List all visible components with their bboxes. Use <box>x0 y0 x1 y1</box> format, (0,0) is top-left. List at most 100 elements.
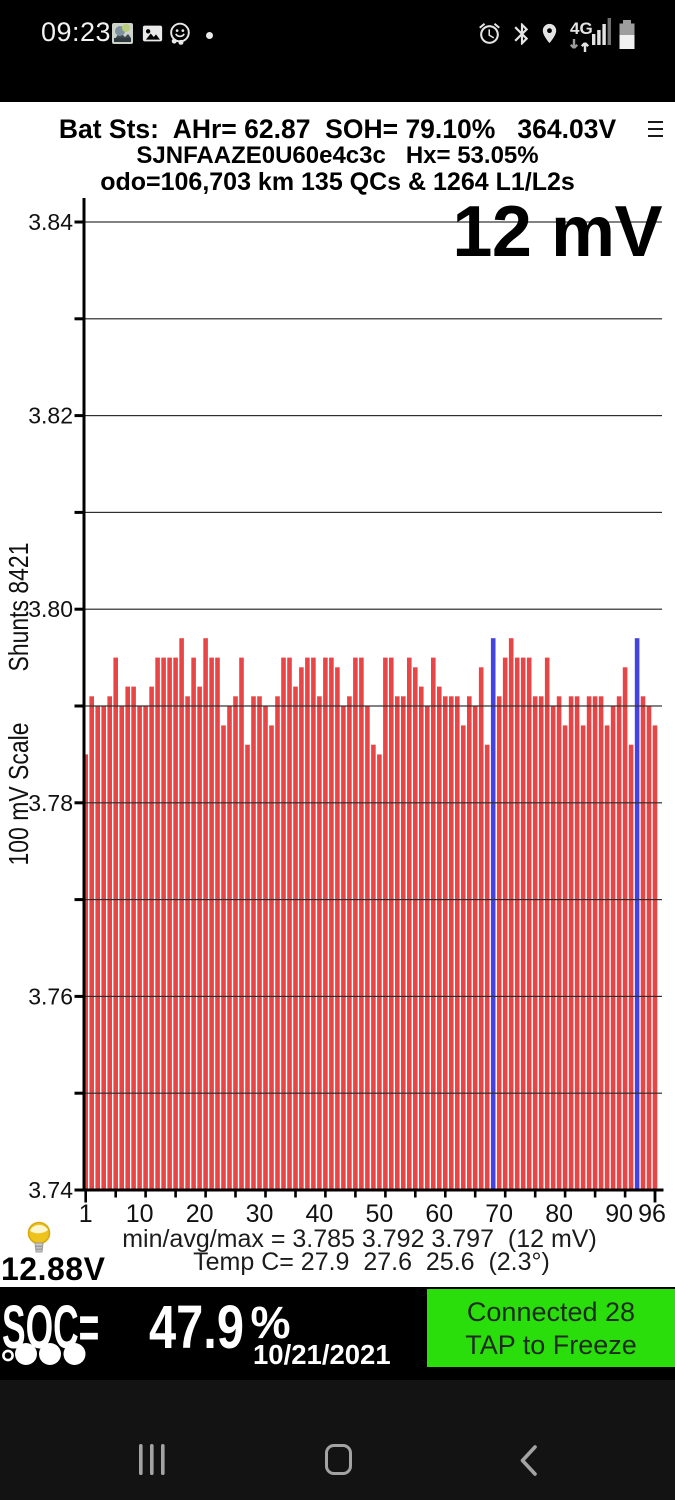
menu-icon[interactable] <box>645 119 667 141</box>
x-tick <box>653 1191 657 1203</box>
battery-stats-line: Bat Sts: AHr= 62.87 SOH= 79.10% 364.03V <box>58 114 617 144</box>
x-tick <box>563 1191 567 1198</box>
cell-bar-92 <box>628 744 634 1189</box>
x-tick-label: 90 <box>605 1200 633 1228</box>
cell-bar-25 <box>227 706 232 1189</box>
cell-bar-17 <box>179 638 184 1189</box>
x-tick <box>593 1191 597 1198</box>
vin-hx-line: SJNFAAZE0U60e4c3c Hx= 53.05% <box>136 142 539 169</box>
cell-bar-89 <box>610 706 616 1189</box>
cell-bar-95 <box>646 706 652 1189</box>
cell-bar-6 <box>113 657 118 1189</box>
cell-bar-4 <box>101 706 106 1189</box>
recent-apps-icon <box>139 1444 165 1475</box>
cell-bar-16 <box>173 657 178 1189</box>
cell-bar-14 <box>161 657 166 1189</box>
battery-icon <box>619 20 635 49</box>
cell-bar-96 <box>652 725 658 1189</box>
gridline <box>84 899 662 901</box>
cell-bar-51 <box>383 657 388 1189</box>
cell-bar-15 <box>167 657 172 1189</box>
x-tick <box>114 1191 117 1198</box>
y-tick <box>74 898 84 902</box>
y-tick <box>74 414 84 418</box>
cell-bar-38 <box>305 657 310 1189</box>
cell-bar-48 <box>365 706 370 1189</box>
cell-bar-54 <box>401 696 406 1189</box>
x-tick <box>264 1191 267 1198</box>
cell-bar-81 <box>562 725 568 1189</box>
x-tick <box>354 1191 357 1198</box>
back-button[interactable] <box>475 1420 565 1490</box>
gridline <box>84 608 662 610</box>
cell-bar-74 <box>520 657 526 1189</box>
cell-bar-24 <box>221 725 226 1189</box>
cell-bar-90 <box>616 696 622 1189</box>
x-tick <box>503 1191 507 1198</box>
cell-bar-28 <box>245 744 250 1189</box>
x-tick-label: 40 <box>305 1200 333 1228</box>
cell-bar-43 <box>335 667 340 1189</box>
cell-bar-12 <box>149 686 154 1189</box>
x-tick <box>384 1191 387 1198</box>
cell-bar-45 <box>347 696 352 1189</box>
cell-bar-42 <box>329 657 334 1189</box>
cell-bar-32 <box>269 725 274 1189</box>
gridline <box>84 221 662 223</box>
y-tick <box>74 1091 84 1095</box>
cell-bar-46 <box>353 657 358 1189</box>
y-tick-label: 3.76 <box>28 983 73 1009</box>
bulb-icon[interactable] <box>25 1219 53 1259</box>
cell-bar-18 <box>185 696 190 1189</box>
cell-bar-50 <box>377 754 382 1189</box>
y-tick <box>74 317 84 321</box>
cell-bar-88 <box>604 725 610 1189</box>
x-tick-label: 30 <box>246 1200 274 1228</box>
gridline <box>84 995 662 997</box>
cell-bar-71 <box>502 657 508 1189</box>
y-tick-label: 3.80 <box>28 596 73 622</box>
cell-bar-78 <box>544 657 550 1189</box>
cell-bar-33 <box>275 696 280 1189</box>
cell-bar-93 <box>634 638 640 1189</box>
y-tick <box>74 607 84 611</box>
cell-bar-34 <box>281 657 286 1189</box>
cell-bar-1 <box>83 754 88 1189</box>
scale-axis-label: 100 mV Scale <box>3 722 34 866</box>
cell-bar-80 <box>556 696 562 1189</box>
gallery-icon <box>142 25 163 42</box>
cell-bar-61 <box>443 696 448 1189</box>
cell-bar-29 <box>251 696 256 1189</box>
cell-bar-13 <box>155 657 160 1189</box>
cell-bar-11 <box>143 706 148 1189</box>
x-tick <box>414 1191 417 1198</box>
x-tick <box>324 1191 327 1198</box>
soc-bar: SOC= 47.9% 10/21/2021 Connected 28 TAP t… <box>0 1287 675 1380</box>
recent-apps-button[interactable] <box>105 1420 195 1490</box>
cell-bar-26 <box>233 696 238 1189</box>
soc-dots <box>2 1343 86 1365</box>
cell-bar-22 <box>209 657 214 1189</box>
x-tick <box>144 1191 147 1198</box>
cell-bar-66 <box>472 706 478 1189</box>
connection-freeze-button[interactable]: Connected 28 TAP to Freeze <box>427 1289 675 1367</box>
cell-bar-86 <box>592 696 598 1189</box>
home-button[interactable] <box>292 1420 382 1490</box>
cell-bar-64 <box>461 725 466 1189</box>
cell-bar-82 <box>568 696 574 1189</box>
cell-bar-19 <box>191 657 196 1189</box>
cell-bar-69 <box>490 638 496 1189</box>
odometer-line: odo=106,703 km 135 QCs & 1264 L1/L2s <box>100 168 575 196</box>
x-tick <box>174 1191 177 1198</box>
cell-bar-55 <box>407 657 412 1189</box>
y-tick <box>74 994 84 998</box>
x-tick-label: 50 <box>365 1200 393 1228</box>
cell-bar-77 <box>538 696 544 1189</box>
cell-bar-79 <box>550 706 556 1189</box>
x-tick <box>444 1191 447 1198</box>
connection-status: Connected 28 <box>466 1297 636 1327</box>
cell-bar-67 <box>478 667 484 1189</box>
cell-bar-60 <box>437 686 442 1189</box>
